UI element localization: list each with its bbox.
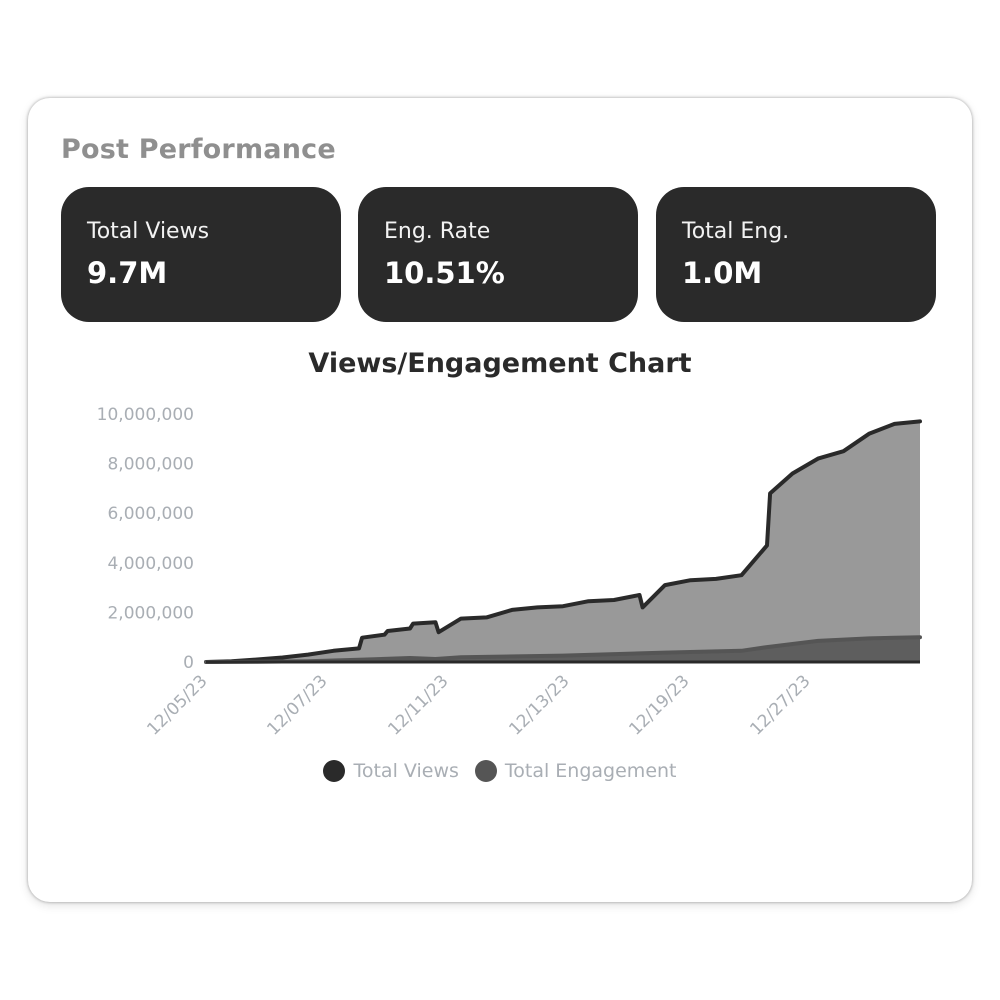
x-tick-label: 12/07/23 <box>263 671 331 739</box>
x-tick-label: 12/11/23 <box>384 671 452 739</box>
legend-dot-icon <box>474 760 497 782</box>
legend-item-total-engagement[interactable]: Total Engagement <box>474 760 677 782</box>
chart-legend: Total Views Total Engagement <box>28 760 972 782</box>
metric-value: 9.7M <box>87 256 168 290</box>
metric-value: 10.51% <box>384 256 505 290</box>
metric-label: Total Eng. <box>682 219 790 244</box>
legend-dot-icon <box>323 760 346 782</box>
area-total-engagement <box>206 637 920 662</box>
legend-item-total-views[interactable]: Total Views <box>323 760 459 782</box>
post-performance-card: Post Performance Total Views 9.7M Eng. R… <box>28 98 972 902</box>
x-tick-label: 12/13/23 <box>505 671 573 739</box>
metric-card-total-eng: Total Eng. 1.0M <box>656 187 936 322</box>
x-tick-label: 12/19/23 <box>625 671 693 739</box>
area-total-views <box>206 421 920 662</box>
y-tick-label: 6,000,000 <box>107 504 194 524</box>
metric-card-total-views: Total Views 9.7M <box>61 187 341 322</box>
x-tick-label: 12/27/23 <box>746 671 814 739</box>
section-title: Post Performance <box>61 134 336 165</box>
y-tick-label: 8,000,000 <box>107 455 194 475</box>
line-total-views <box>204 419 922 664</box>
metric-value: 1.0M <box>682 256 763 290</box>
legend-label: Total Engagement <box>504 760 677 782</box>
y-tick-label: 2,000,000 <box>107 603 194 623</box>
legend-label: Total Views <box>353 760 459 782</box>
y-tick-label: 0 <box>183 653 194 673</box>
y-tick-label: 4,000,000 <box>107 554 194 574</box>
chart-title: Views/Engagement Chart <box>308 348 692 379</box>
metric-card-eng-rate: Eng. Rate 10.51% <box>358 187 638 322</box>
metric-label: Total Views <box>87 219 210 244</box>
metric-label: Eng. Rate <box>384 219 491 244</box>
y-tick-label: 10,000,000 <box>97 405 194 425</box>
views-engagement-chart: 0 2,000,000 4,000,000 6,000,000 8,000,000 10,… <box>97 405 922 740</box>
x-tick-label: 12/05/23 <box>143 671 211 739</box>
